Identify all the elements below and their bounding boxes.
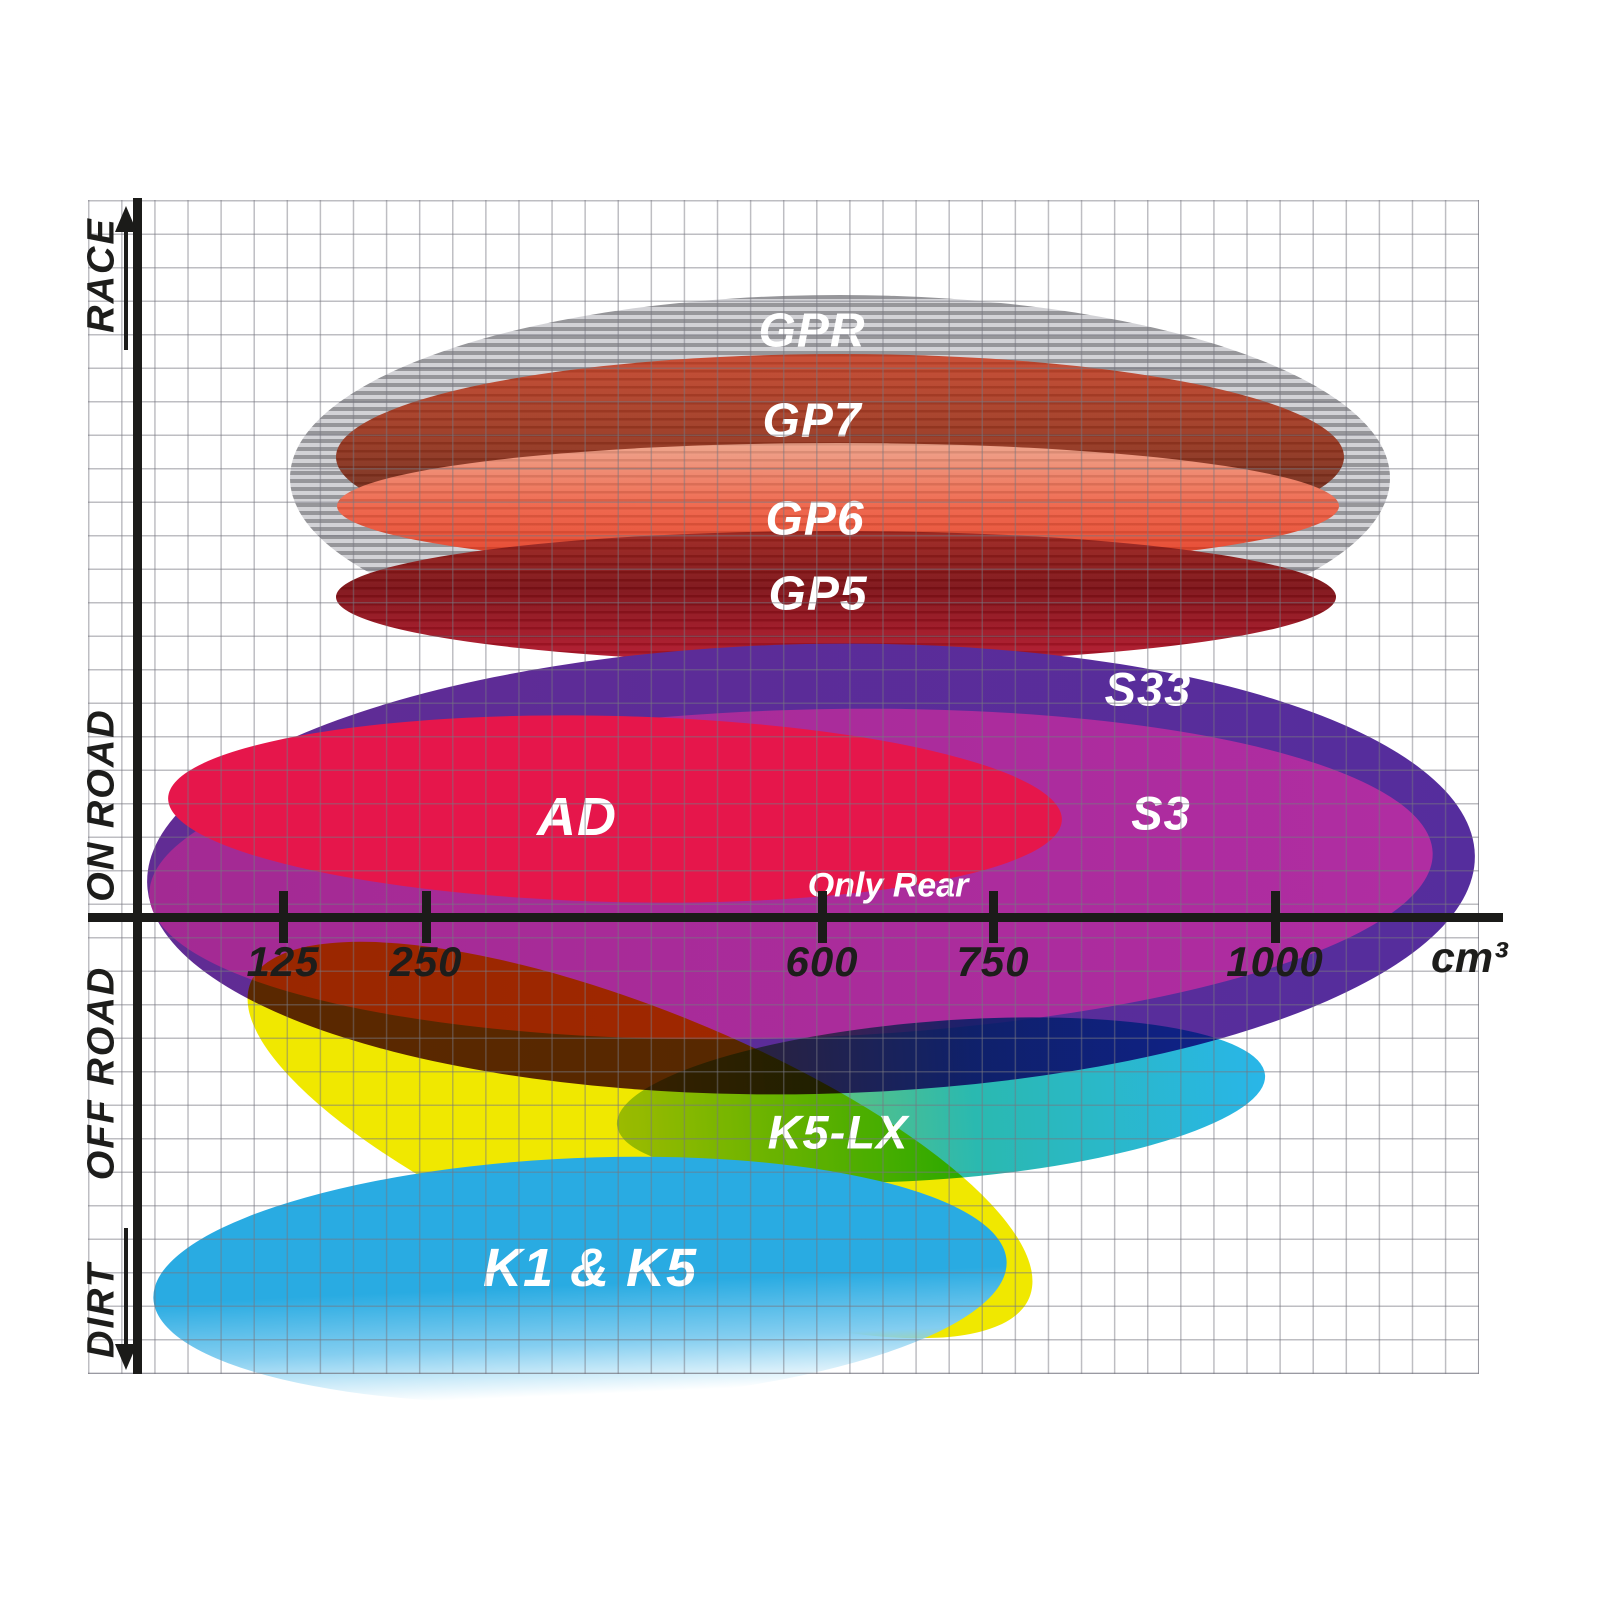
x-tick-label-750: 750 xyxy=(956,938,1030,985)
region-gp7-label: GP7 xyxy=(762,394,862,448)
x-tick-label-1000: 1000 xyxy=(1226,938,1324,985)
x-tick-750 xyxy=(988,891,998,943)
y-axis-label-on-road: ON ROAD xyxy=(80,708,123,902)
region-gp5-ellipse xyxy=(336,531,1336,663)
x-tick-125 xyxy=(278,891,288,943)
x-tick-1000 xyxy=(1270,891,1280,943)
down-arrow-icon xyxy=(115,1344,137,1370)
y-axis-label-off-road: OFF ROAD xyxy=(80,965,123,1181)
race-axis-arrow xyxy=(124,228,128,350)
region-ad-label: AD xyxy=(537,787,617,847)
region-gpr-label: GPR xyxy=(758,304,866,358)
region-k1-k5-label: K1 & K5 xyxy=(482,1238,698,1298)
x-tick-600 xyxy=(817,891,827,943)
y-axis-label-race: RACE xyxy=(80,217,123,333)
region-gp5-label: GP5 xyxy=(768,567,868,621)
x-tick-label-125: 125 xyxy=(246,938,320,985)
dirt-axis-arrow xyxy=(124,1228,128,1348)
y-axis-line xyxy=(133,198,142,1374)
up-arrow-icon xyxy=(115,206,137,232)
x-tick-label-250: 250 xyxy=(389,938,463,985)
x-tick-label-600: 600 xyxy=(785,938,859,985)
region-k5-lx-label: K5-LX xyxy=(767,1105,909,1159)
x-axis-line xyxy=(88,913,1503,922)
annotation-only-rear: Only Rear xyxy=(807,866,969,905)
region-gp6-label: GP6 xyxy=(765,492,865,546)
region-s3-label: S3 xyxy=(1131,786,1191,840)
x-tick-250 xyxy=(421,891,431,943)
region-s33-label: S33 xyxy=(1104,662,1192,716)
x-axis-unit-label: cm³ xyxy=(1431,934,1508,982)
